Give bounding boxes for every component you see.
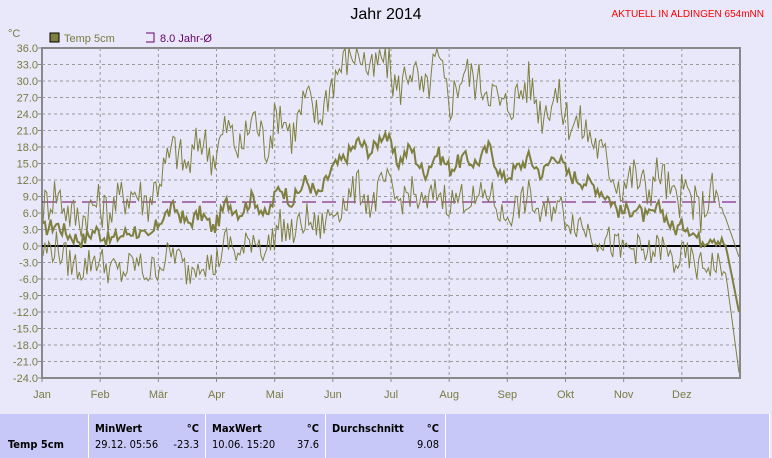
x-tick-label: Okt	[557, 389, 574, 401]
y-tick-label: 21.0	[17, 126, 38, 138]
y-tick-label: 27.0	[17, 93, 38, 105]
avg-header: Durchschnitt	[332, 422, 404, 435]
y-tick-label: 12.0	[17, 175, 38, 187]
y-tick-label: -18.0	[13, 340, 38, 352]
x-tick-label: Mär	[149, 389, 168, 401]
y-tick-label: 3.0	[23, 225, 38, 237]
x-tick-label: Nov	[614, 389, 634, 401]
x-tick-label: Dez	[672, 389, 692, 401]
x-tick-label: Feb	[91, 389, 110, 401]
y-tick-label: -6.0	[19, 274, 38, 286]
y-tick-label: 30.0	[17, 76, 38, 88]
max-value: 37.6	[296, 438, 319, 451]
y-tick-label: 0.0	[23, 241, 38, 253]
y-tick-label: -3.0	[19, 258, 38, 270]
y-tick-label: 15.0	[17, 159, 38, 171]
y-tick-label: -9.0	[19, 291, 38, 303]
min-unit: °C	[186, 422, 199, 435]
x-tick-label: Sep	[498, 389, 518, 401]
y-tick-label: -15.0	[13, 324, 38, 336]
max-date: 10.06. 15:20	[212, 438, 276, 451]
max-header: MaxWert	[212, 422, 262, 435]
legend-series-swatch	[49, 32, 60, 43]
stats-min-cell: MinWert °C 29.12. 05:56 -23.3	[89, 414, 205, 458]
x-tick-label: Apr	[208, 389, 225, 401]
stats-empty-cell	[446, 414, 769, 458]
stats-row-label: Temp 5cm	[8, 438, 64, 451]
y-unit-label: °C	[8, 28, 20, 40]
stats-avg-cell: Durchschnitt °C 9.08	[326, 414, 445, 458]
y-tick-label: 36.0	[17, 43, 38, 55]
legend-series-label: Temp 5cm	[64, 33, 115, 45]
x-tick-label: Aug	[439, 389, 459, 401]
x-tick-label: Mai	[266, 389, 284, 401]
min-date: 29.12. 05:56	[95, 438, 159, 451]
y-tick-label: 18.0	[17, 142, 38, 154]
legend-avg-swatch	[146, 32, 155, 43]
current-station-link[interactable]: AKTUELL IN ALDINGEN 654mNN	[611, 9, 764, 20]
stats-table: Temp 5cm MinWert °C 29.12. 05:56 -23.3 M…	[0, 414, 770, 458]
min-value: -23.3	[173, 438, 199, 451]
y-tick-label: 9.0	[23, 192, 38, 204]
max-unit: °C	[306, 422, 319, 435]
min-header: MinWert	[95, 422, 143, 435]
y-tick-label: 33.0	[17, 60, 38, 72]
x-tick-label: Jun	[324, 389, 342, 401]
avg-unit: °C	[426, 422, 439, 435]
chart-title: Jahr 2014	[350, 6, 422, 23]
stats-row-label-cell: Temp 5cm	[0, 414, 88, 458]
y-tick-label: -24.0	[13, 373, 38, 385]
legend-avg-label: 8.0 Jahr-Ø	[160, 33, 212, 45]
y-tick-label: 24.0	[17, 109, 38, 121]
x-tick-label: Jul	[384, 389, 398, 401]
y-tick-label: -21.0	[13, 357, 38, 369]
stats-max-cell: MaxWert °C 10.06. 15:20 37.6	[206, 414, 325, 458]
y-tick-label: 6.0	[23, 208, 38, 220]
min-temperature-line	[42, 166, 740, 373]
avg-value: 9.08	[416, 438, 439, 451]
x-tick-label: Jan	[33, 389, 51, 401]
temperature-chart: °C Temp 5cm 8.0 Jahr-Ø 36.0 33.0 30.0 27.0 2…	[8, 28, 741, 401]
y-tick-label: -12.0	[13, 307, 38, 319]
mean-temperature-line	[42, 129, 740, 313]
max-temperature-line	[42, 47, 740, 258]
